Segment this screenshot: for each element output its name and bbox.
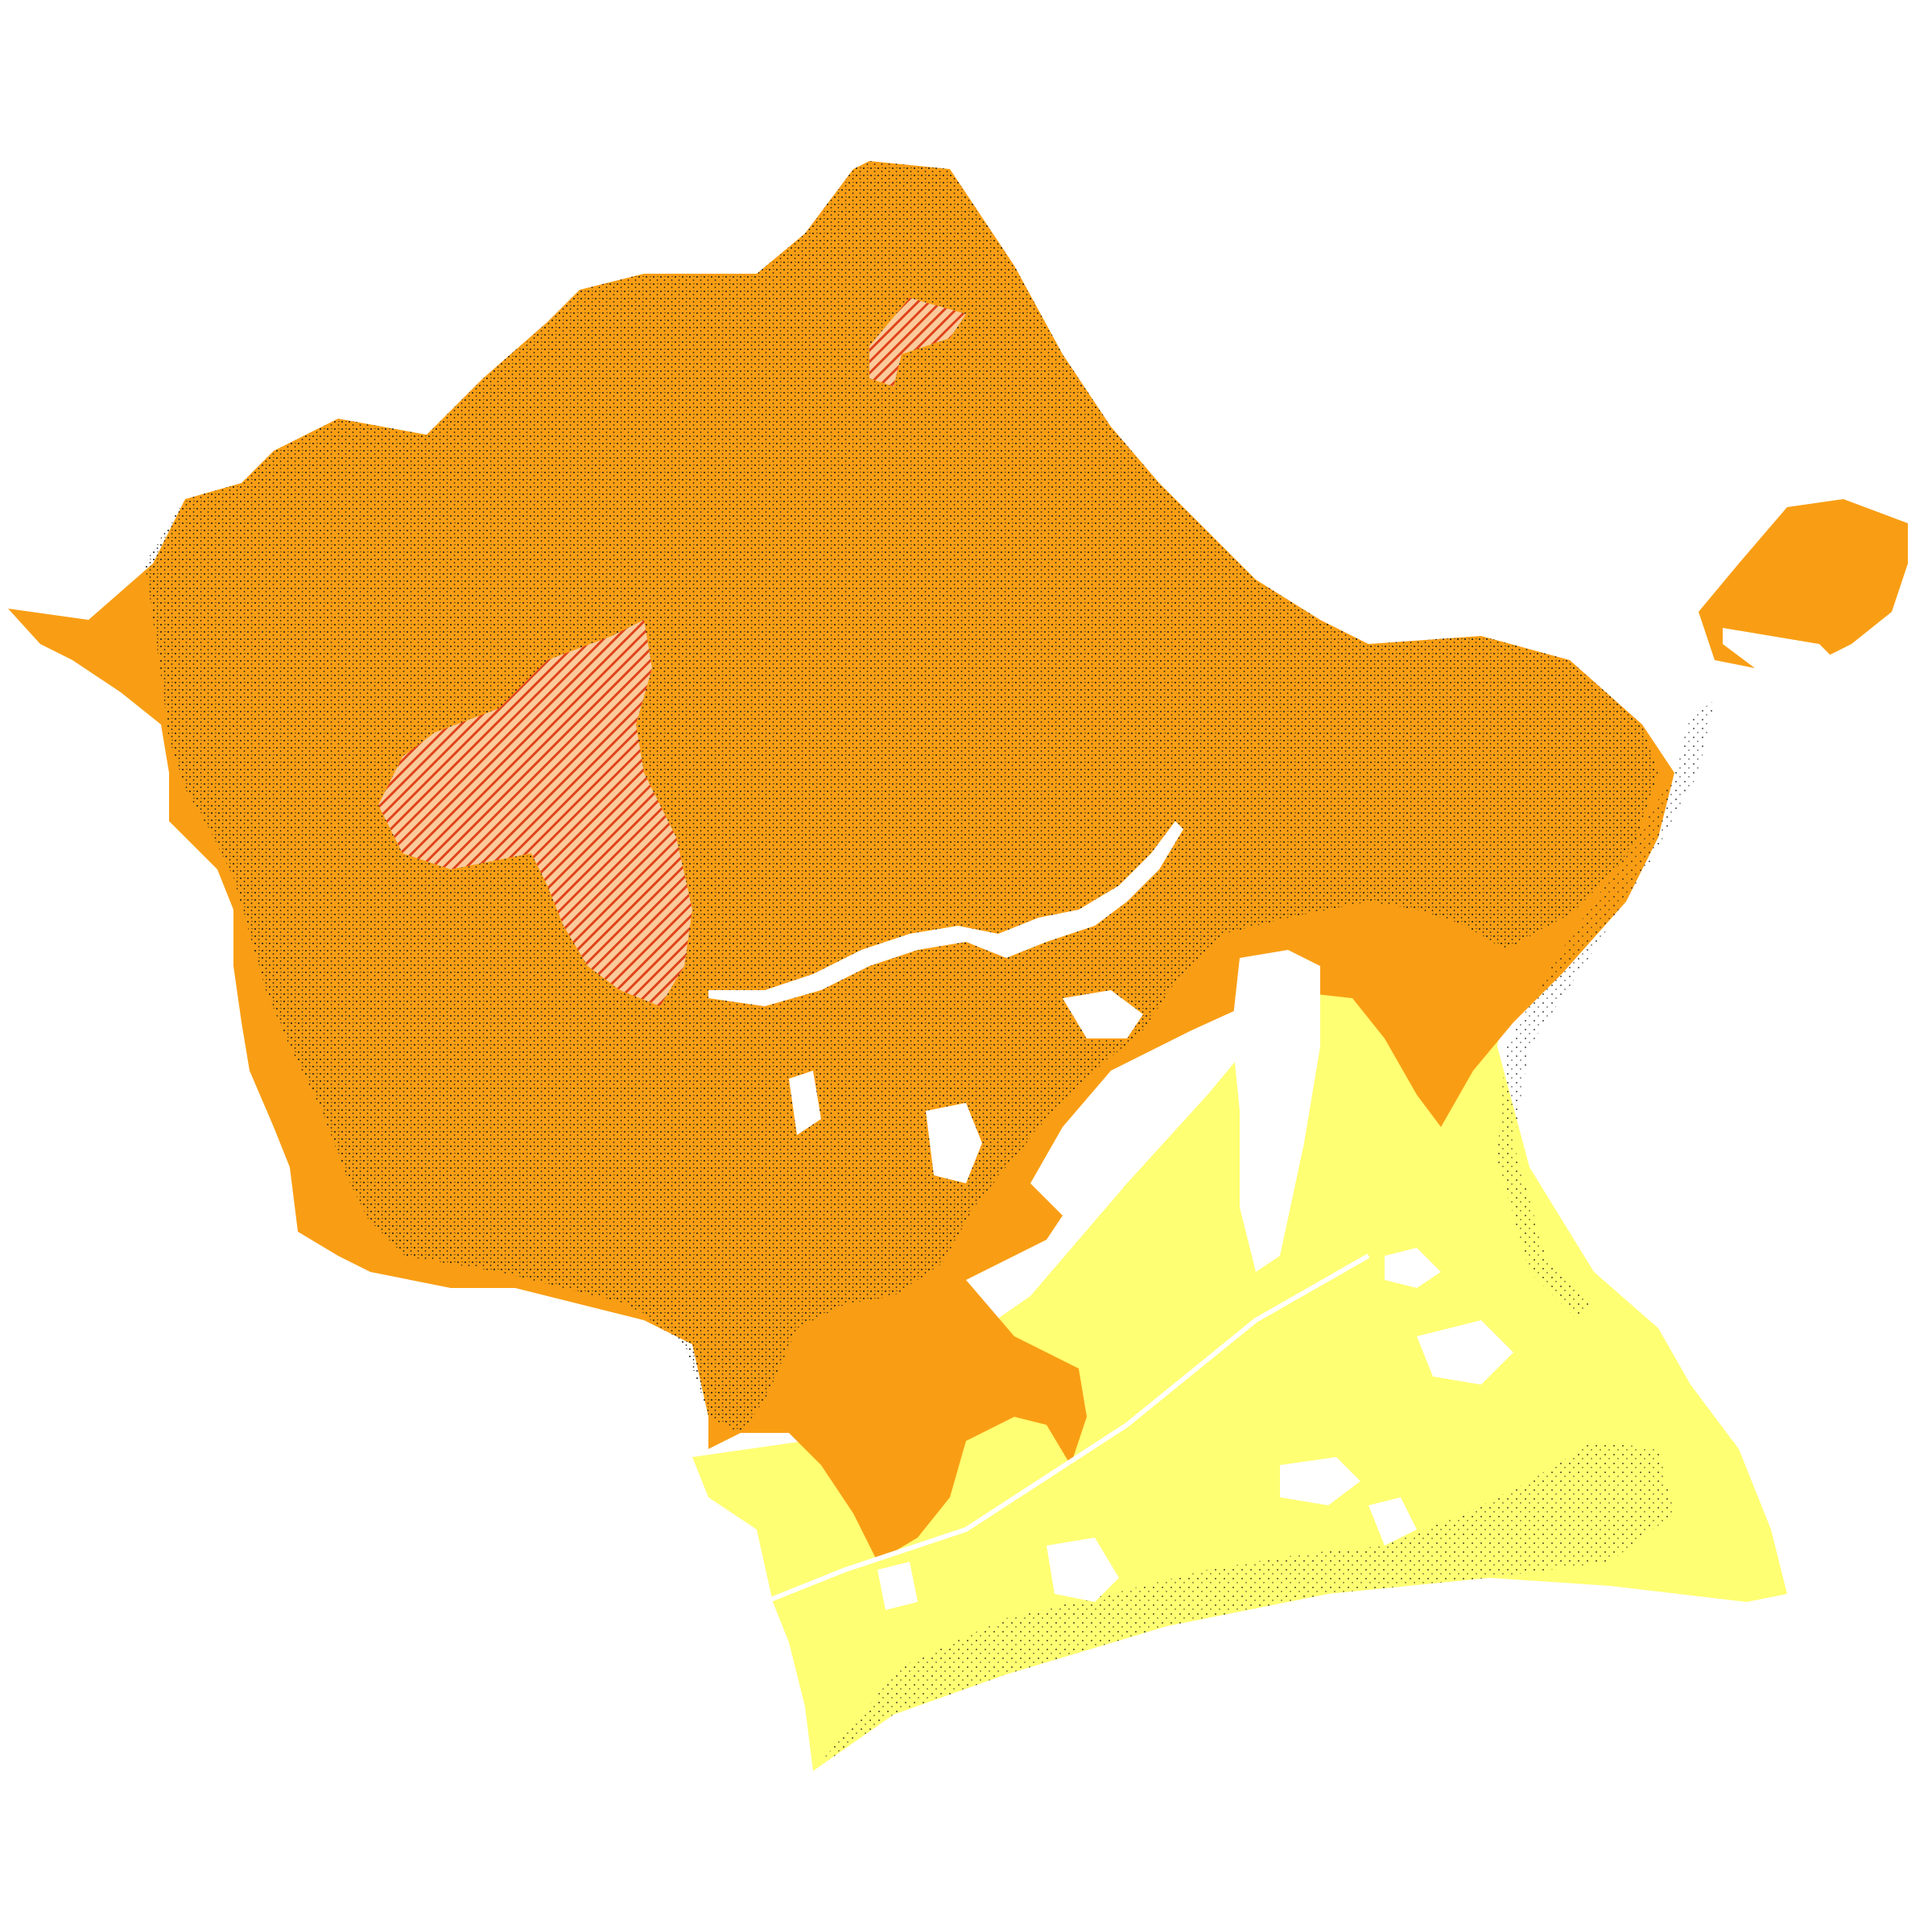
urban-block-mid: [1063, 990, 1143, 1038]
northeast-peninsula: [1699, 499, 1908, 668]
water-and-urban-areas: [708, 628, 1843, 1610]
coastal-road: [763, 1253, 1370, 1604]
hills-stipple-overlay: [145, 161, 1658, 1433]
urban-patch-southwest: [877, 1562, 918, 1610]
east-shoreline-stipple: [1497, 700, 1715, 1320]
hatched-zone-north: [869, 298, 966, 386]
lake-east-1: [1385, 1248, 1441, 1288]
urban-block-central: [1232, 950, 1320, 1272]
lake-south-1: [1046, 1538, 1119, 1602]
lake-south-3: [1368, 1497, 1417, 1546]
lake-south-2: [1280, 1457, 1360, 1505]
urban-patch-west: [789, 1071, 821, 1135]
river-channel: [708, 821, 1183, 1006]
ne-inlet: [1723, 628, 1843, 676]
beach-dunes-stipple: [813, 1441, 1674, 1771]
quarry-patch: [926, 1103, 982, 1183]
lake-east-2: [1417, 1320, 1513, 1385]
hatched-zone-west: [378, 620, 692, 1006]
